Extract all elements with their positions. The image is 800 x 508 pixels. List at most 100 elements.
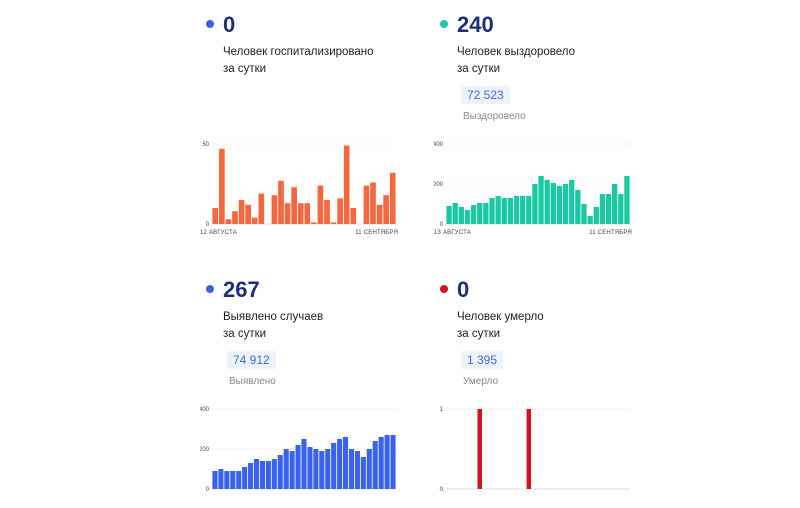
- y-tick-label: 200: [200, 447, 210, 453]
- y-tick-label: 50: [202, 142, 209, 148]
- caption-line-1: Человек госпитализировано: [223, 46, 374, 58]
- bar: [389, 172, 396, 224]
- bar: [513, 196, 520, 224]
- bar: [550, 183, 556, 224]
- caption-line-1: Человек умерло: [457, 311, 544, 323]
- bar: [284, 203, 291, 224]
- status-dot: [440, 285, 448, 293]
- bar: [581, 204, 587, 224]
- x-end-label: 11 СЕНТЯБРЯ: [589, 230, 632, 236]
- chart-cases: 0 200 400: [199, 403, 400, 508]
- bar: [277, 455, 283, 489]
- y-tick-label: 0: [206, 222, 210, 228]
- x-end-label: 11 СЕНТЯБРЯ: [355, 230, 398, 236]
- bar: [297, 203, 304, 224]
- bar: [624, 176, 630, 224]
- bar: [544, 180, 550, 224]
- caption: Человек выздоровело за сутки: [457, 44, 647, 78]
- status-dot: [206, 285, 214, 293]
- caption-line-1: Человек выздоровело: [457, 46, 576, 58]
- bar: [464, 210, 471, 224]
- bar: [366, 449, 372, 489]
- bar: [556, 186, 563, 224]
- bar: [489, 198, 495, 224]
- bar: [575, 190, 581, 224]
- bar: [378, 437, 384, 489]
- daily-value: 0: [223, 12, 236, 37]
- bar: [271, 195, 278, 224]
- y-tick-label: 0: [440, 487, 444, 493]
- caption-line-1: Выявлено случаев: [223, 311, 324, 323]
- bar: [251, 217, 258, 224]
- panel-hospitalized: 0 Человек госпитализировано за сутки 0 50…: [200, 0, 410, 240]
- bar: [384, 435, 390, 489]
- bar: [483, 203, 489, 224]
- bar: [593, 207, 599, 224]
- bar: [230, 471, 236, 489]
- bar: [562, 184, 569, 224]
- bar: [587, 216, 593, 224]
- bar: [376, 204, 383, 224]
- bar: [538, 176, 544, 224]
- bar: [363, 185, 370, 224]
- panel-deaths: 0 Человек умерло за сутки 1 395 Умерло 0…: [434, 265, 644, 505]
- bar: [526, 196, 532, 224]
- bar: [218, 469, 224, 489]
- status-dot: [206, 20, 214, 28]
- total-badge: 1 395: [461, 351, 504, 369]
- bar: [390, 435, 396, 489]
- bar: [370, 182, 376, 224]
- bar: [317, 185, 324, 224]
- y-tick-label: 0: [440, 222, 444, 228]
- bar: [278, 180, 284, 224]
- bar: [242, 467, 248, 489]
- bar: [372, 441, 378, 489]
- bar: [348, 449, 355, 489]
- caption-line-2: за сутки: [223, 328, 267, 340]
- y-tick-label: 0: [206, 487, 210, 493]
- bar: [311, 222, 317, 224]
- bar: [232, 211, 238, 224]
- bar: [212, 471, 218, 489]
- caption: Человек умерло за сутки: [457, 309, 647, 343]
- bar: [337, 198, 343, 224]
- caption-line-2: за сутки: [457, 328, 501, 340]
- bar: [283, 449, 289, 489]
- bar: [337, 439, 343, 489]
- bar: [383, 195, 389, 224]
- daily-value: 267: [223, 277, 260, 302]
- bar: [360, 457, 366, 489]
- total-label: Умерло: [463, 376, 499, 387]
- bar: [350, 208, 357, 224]
- caption-line-2: за сутки: [457, 63, 501, 75]
- bar: [599, 194, 606, 224]
- bar: [301, 439, 307, 489]
- bar: [258, 193, 265, 224]
- y-tick-label: 1: [440, 407, 444, 413]
- bar: [477, 203, 483, 224]
- bar: [271, 459, 277, 489]
- chart-recovered: 0 200 400 13 АВГУСТА 11 СЕНТЯБРЯ: [433, 138, 634, 243]
- x-start-label: 12 АВГУСТА: [200, 230, 237, 236]
- bar: [219, 148, 225, 224]
- total-label: Выявлено: [229, 376, 276, 387]
- bar: [520, 196, 526, 224]
- bar: [259, 461, 266, 489]
- caption: Человек госпитализировано за сутки: [223, 44, 413, 78]
- bar: [495, 196, 501, 224]
- bar: [325, 449, 331, 489]
- bar: [354, 451, 360, 489]
- chart-svg: 0 50 12 АВГУСТА 11 СЕНТЯБРЯ: [200, 142, 398, 236]
- bar: [245, 204, 251, 224]
- bar: [446, 206, 452, 224]
- total-badge: 72 523: [461, 86, 510, 104]
- daily-value: 240: [457, 12, 494, 37]
- bar: [330, 222, 337, 224]
- bar: [224, 471, 230, 489]
- bar: [532, 184, 538, 224]
- daily-value: 0: [457, 277, 470, 302]
- bar: [319, 451, 325, 489]
- bar: [569, 180, 575, 224]
- chart-svg: 0 200 400 13 АВГУСТА 11 СЕНТЯБРЯ: [433, 142, 632, 236]
- status-dot: [440, 20, 448, 28]
